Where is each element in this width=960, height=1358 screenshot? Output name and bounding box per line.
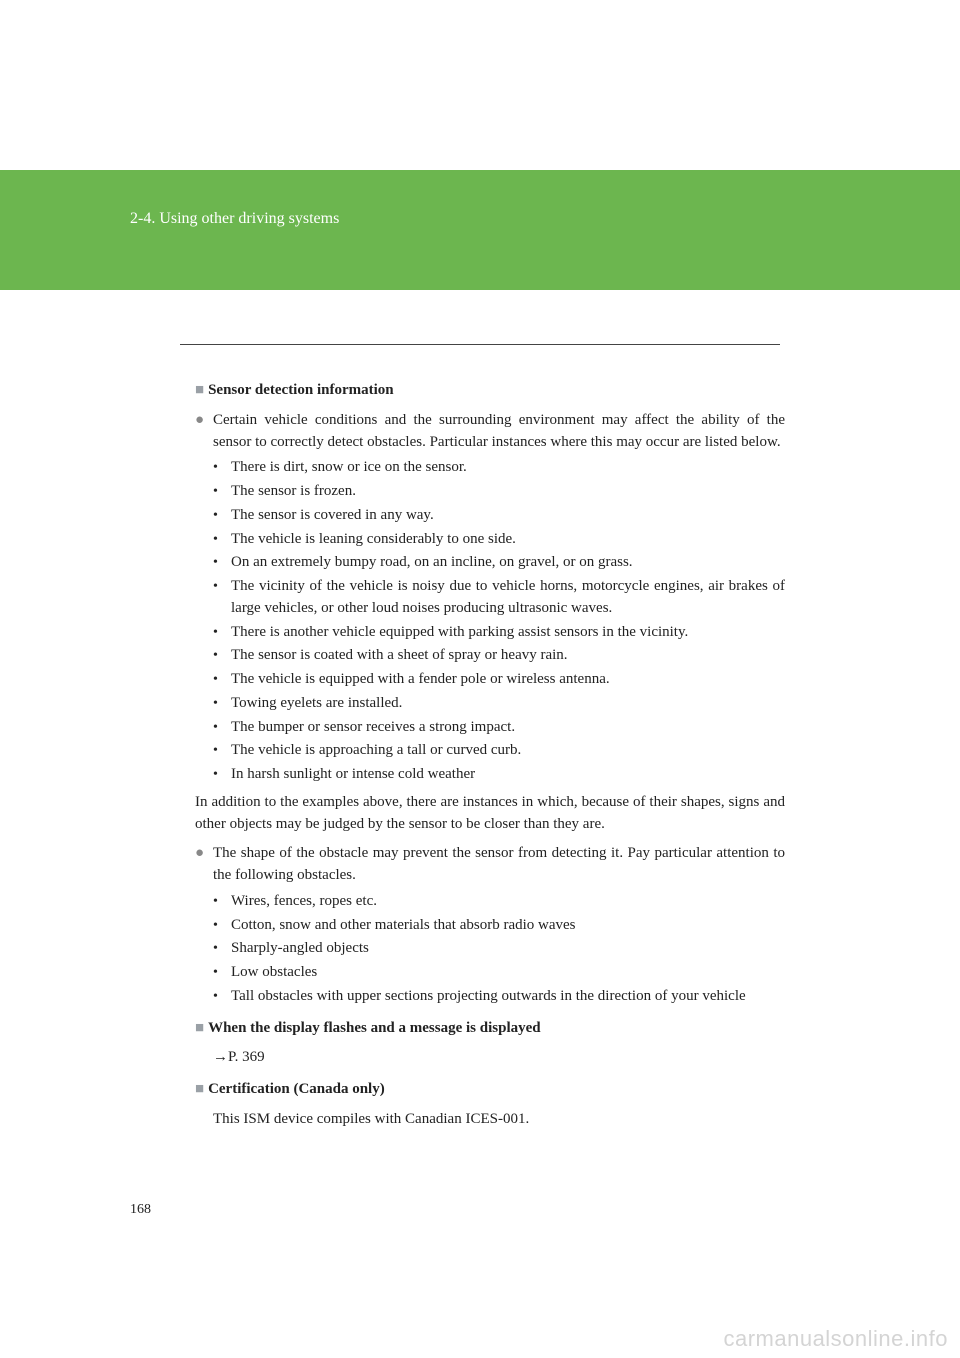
circle-icon: ● [195, 410, 213, 454]
paragraph-text: This ISM device compiles with Canadian I… [195, 1109, 785, 1131]
dot-icon: • [213, 481, 231, 503]
section-certification: ■Certification (Canada only) This ISM de… [195, 1079, 785, 1131]
list-item: •The vicinity of the vehicle is noisy du… [213, 576, 785, 620]
horizontal-rule [180, 344, 780, 345]
square-icon: ■ [195, 382, 204, 398]
heading-text: Certification (Canada only) [208, 1081, 385, 1097]
list-item: •The sensor is coated with a sheet of sp… [213, 645, 785, 667]
list-item: •The vehicle is leaning considerably to … [213, 529, 785, 551]
dot-icon: • [213, 891, 231, 913]
manual-page: 2-4. Using other driving systems ■Sensor… [0, 0, 960, 1358]
list-item: •Low obstacles [213, 962, 785, 984]
list-text: Cotton, snow and other materials that ab… [231, 915, 785, 937]
bullet-circle-row: ● The shape of the obstacle may prevent … [195, 843, 785, 887]
dot-list-1: •There is dirt, snow or ice on the senso… [195, 457, 785, 786]
section-heading: ■Sensor detection information [195, 380, 785, 402]
list-item: •Tall obstacles with upper sections proj… [213, 986, 785, 1008]
list-text: The vehicle is equipped with a fender po… [231, 669, 785, 691]
list-text: The vehicle is leaning considerably to o… [231, 529, 785, 551]
list-item: •Sharply-angled objects [213, 938, 785, 960]
list-item: •The vehicle is approaching a tall or cu… [213, 740, 785, 762]
list-text: Wires, fences, ropes etc. [231, 891, 785, 913]
list-text: The sensor is frozen. [231, 481, 785, 503]
list-item: •Towing eyelets are installed. [213, 693, 785, 715]
bullet-circle-row: ● Certain vehicle conditions and the sur… [195, 410, 785, 454]
section-heading: ■When the display flashes and a message … [195, 1018, 785, 1040]
dot-icon: • [213, 645, 231, 667]
section-sensor-detection: ■Sensor detection information ● Certain … [195, 380, 785, 1008]
list-item: •There is dirt, snow or ice on the senso… [213, 457, 785, 479]
breadcrumb: 2-4. Using other driving systems [130, 210, 339, 228]
reference-text: P. 369 [228, 1049, 265, 1065]
list-item: •Wires, fences, ropes etc. [213, 891, 785, 913]
list-item: •The vehicle is equipped with a fender p… [213, 669, 785, 691]
dot-icon: • [213, 505, 231, 527]
list-text: There is dirt, snow or ice on the sensor… [231, 457, 785, 479]
list-text: There is another vehicle equipped with p… [231, 622, 785, 644]
page-reference: →P. 369 [195, 1047, 785, 1069]
list-text: The vehicle is approaching a tall or cur… [231, 740, 785, 762]
list-text: The bumper or sensor receives a strong i… [231, 717, 785, 739]
circle-icon: ● [195, 843, 213, 887]
paragraph-text: Certain vehicle conditions and the surro… [213, 410, 785, 454]
dot-icon: • [213, 529, 231, 551]
list-item: •The bumper or sensor receives a strong … [213, 717, 785, 739]
square-icon: ■ [195, 1081, 204, 1097]
square-icon: ■ [195, 1020, 204, 1036]
dot-icon: • [213, 576, 231, 620]
list-item: •On an extremely bumpy road, on an incli… [213, 552, 785, 574]
dot-icon: • [213, 669, 231, 691]
header-band: 2-4. Using other driving systems [0, 170, 960, 290]
list-text: The sensor is covered in any way. [231, 505, 785, 527]
list-item: •In harsh sunlight or intense cold weath… [213, 764, 785, 786]
list-item: •The sensor is frozen. [213, 481, 785, 503]
dot-icon: • [213, 552, 231, 574]
heading-text: Sensor detection information [208, 382, 394, 398]
dot-icon: • [213, 622, 231, 644]
dot-icon: • [213, 986, 231, 1008]
list-item: •There is another vehicle equipped with … [213, 622, 785, 644]
dot-icon: • [213, 740, 231, 762]
list-text: Tall obstacles with upper sections proje… [231, 986, 785, 1008]
list-item: •Cotton, snow and other materials that a… [213, 915, 785, 937]
paragraph-text: In addition to the examples above, there… [195, 792, 785, 836]
section-heading: ■Certification (Canada only) [195, 1079, 785, 1101]
dot-icon: • [213, 938, 231, 960]
dot-icon: • [213, 457, 231, 479]
list-text: On an extremely bumpy road, on an inclin… [231, 552, 785, 574]
body-content: ■Sensor detection information ● Certain … [195, 374, 785, 1141]
dot-list-2: •Wires, fences, ropes etc. •Cotton, snow… [195, 891, 785, 1008]
page-number: 168 [130, 1202, 151, 1218]
list-text: Sharply-angled objects [231, 938, 785, 960]
arrow-icon: → [213, 1049, 228, 1065]
dot-icon: • [213, 717, 231, 739]
section-display-flashes: ■When the display flashes and a message … [195, 1018, 785, 1070]
watermark: carmanualsonline.info [723, 1326, 948, 1352]
dot-icon: • [213, 693, 231, 715]
list-text: Low obstacles [231, 962, 785, 984]
list-text: The vicinity of the vehicle is noisy due… [231, 576, 785, 620]
dot-icon: • [213, 962, 231, 984]
paragraph-text: The shape of the obstacle may prevent th… [213, 843, 785, 887]
list-text: The sensor is coated with a sheet of spr… [231, 645, 785, 667]
heading-text: When the display flashes and a message i… [208, 1020, 541, 1036]
list-text: Towing eyelets are installed. [231, 693, 785, 715]
list-item: •The sensor is covered in any way. [213, 505, 785, 527]
list-text: In harsh sunlight or intense cold weathe… [231, 764, 785, 786]
dot-icon: • [213, 764, 231, 786]
dot-icon: • [213, 915, 231, 937]
